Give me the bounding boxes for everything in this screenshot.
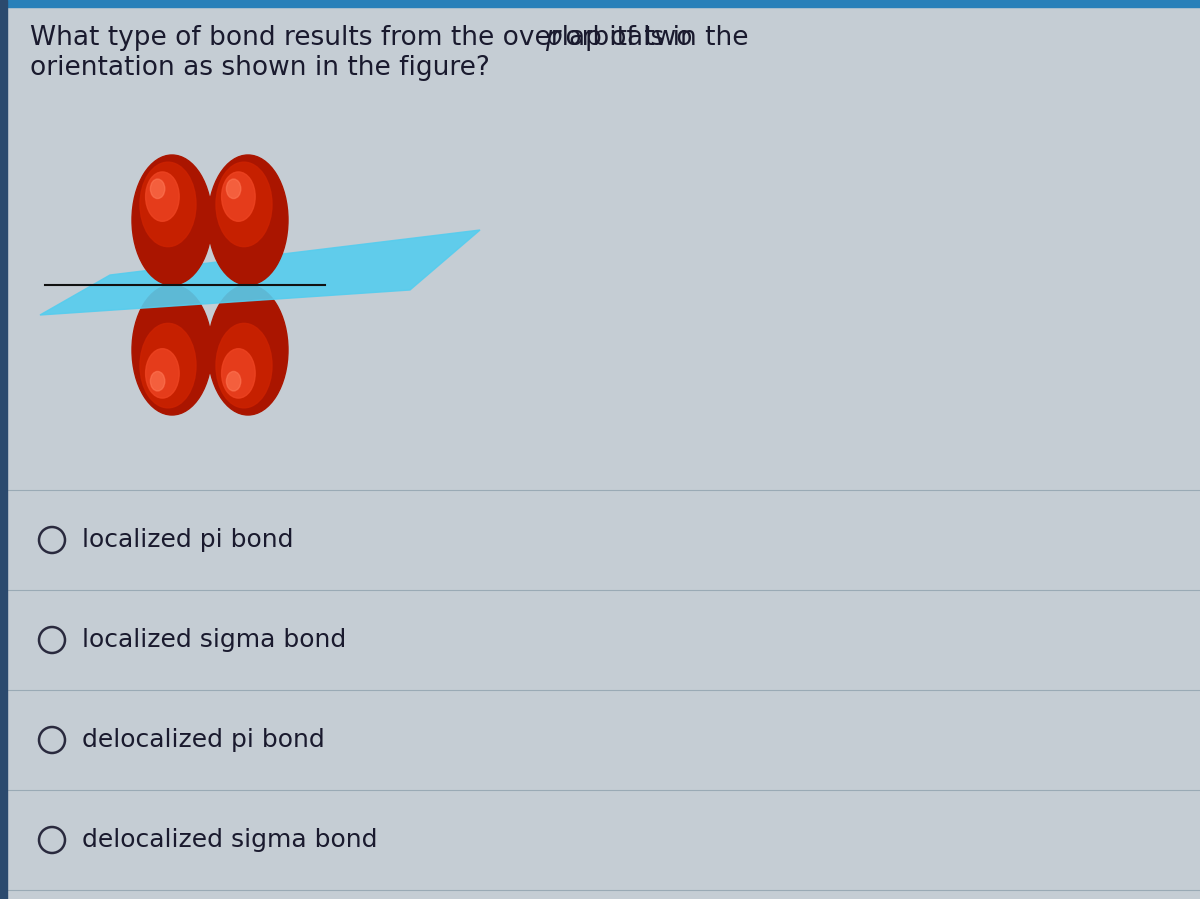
- Text: orientation as shown in the figure?: orientation as shown in the figure?: [30, 55, 490, 81]
- Text: localized sigma bond: localized sigma bond: [82, 628, 347, 652]
- Ellipse shape: [150, 179, 164, 199]
- Ellipse shape: [140, 162, 196, 246]
- Ellipse shape: [140, 324, 196, 408]
- Text: orbitals in the: orbitals in the: [557, 25, 749, 51]
- Ellipse shape: [216, 162, 272, 246]
- Ellipse shape: [216, 324, 272, 408]
- Text: delocalized sigma bond: delocalized sigma bond: [82, 828, 378, 852]
- Ellipse shape: [145, 172, 179, 221]
- Bar: [0, 0, 7, 899]
- Ellipse shape: [150, 371, 164, 391]
- Ellipse shape: [208, 285, 288, 415]
- Text: delocalized pi bond: delocalized pi bond: [82, 728, 325, 752]
- Text: What type of bond results from the overlap of two: What type of bond results from the overl…: [30, 25, 701, 51]
- Ellipse shape: [132, 285, 212, 415]
- Ellipse shape: [227, 179, 241, 199]
- Ellipse shape: [145, 349, 179, 398]
- Ellipse shape: [222, 172, 256, 221]
- Ellipse shape: [132, 155, 212, 285]
- Ellipse shape: [208, 155, 288, 285]
- Text: p: p: [545, 25, 562, 51]
- Ellipse shape: [222, 349, 256, 398]
- Text: localized pi bond: localized pi bond: [82, 528, 294, 552]
- Bar: [0, 0, 1200, 7]
- Ellipse shape: [227, 371, 241, 391]
- Polygon shape: [40, 230, 480, 315]
